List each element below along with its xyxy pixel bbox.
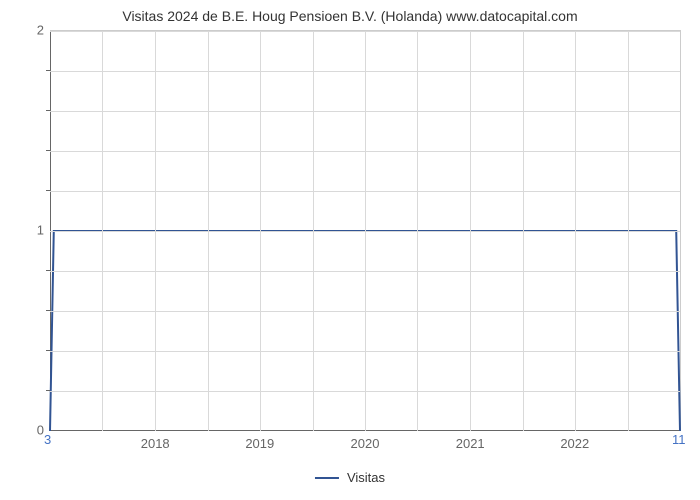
grid-line-v <box>365 31 366 431</box>
grid-line-v <box>523 31 524 431</box>
y-tick-minor <box>46 270 50 271</box>
grid-line-v <box>313 31 314 431</box>
grid-line-v <box>260 31 261 431</box>
y-tick-minor <box>46 150 50 151</box>
grid-line-v <box>470 31 471 431</box>
y-tick-minor <box>46 110 50 111</box>
y-tick-minor <box>46 350 50 351</box>
grid-line-v <box>102 31 103 431</box>
y-tick-label: 0 <box>37 423 44 438</box>
x-tick-label: 2020 <box>351 436 380 451</box>
legend: Visitas <box>315 470 385 485</box>
chart-title: Visitas 2024 de B.E. Houg Pensioen B.V. … <box>0 0 700 24</box>
x-tick-label: 2022 <box>560 436 589 451</box>
grid-line-v <box>628 31 629 431</box>
x-tick-label: 2021 <box>456 436 485 451</box>
y-tick-minor <box>46 310 50 311</box>
y-tick-minor <box>46 390 50 391</box>
grid-line-v <box>208 31 209 431</box>
plot-area <box>50 30 681 431</box>
x-tick-label: 2019 <box>245 436 274 451</box>
legend-label: Visitas <box>347 470 385 485</box>
corner-label-left: 3 <box>44 432 51 447</box>
y-tick-label: 1 <box>37 223 44 238</box>
y-tick-minor <box>46 190 50 191</box>
y-tick-label: 2 <box>37 23 44 38</box>
y-tick-minor <box>46 70 50 71</box>
corner-label-right: 11 <box>672 432 686 447</box>
grid-line-v <box>417 31 418 431</box>
x-tick-label: 2018 <box>141 436 170 451</box>
grid-line-v <box>155 31 156 431</box>
chart-container: Visitas 2024 de B.E. Houg Pensioen B.V. … <box>0 0 700 500</box>
legend-swatch <box>315 477 339 479</box>
grid-line-v <box>575 31 576 431</box>
